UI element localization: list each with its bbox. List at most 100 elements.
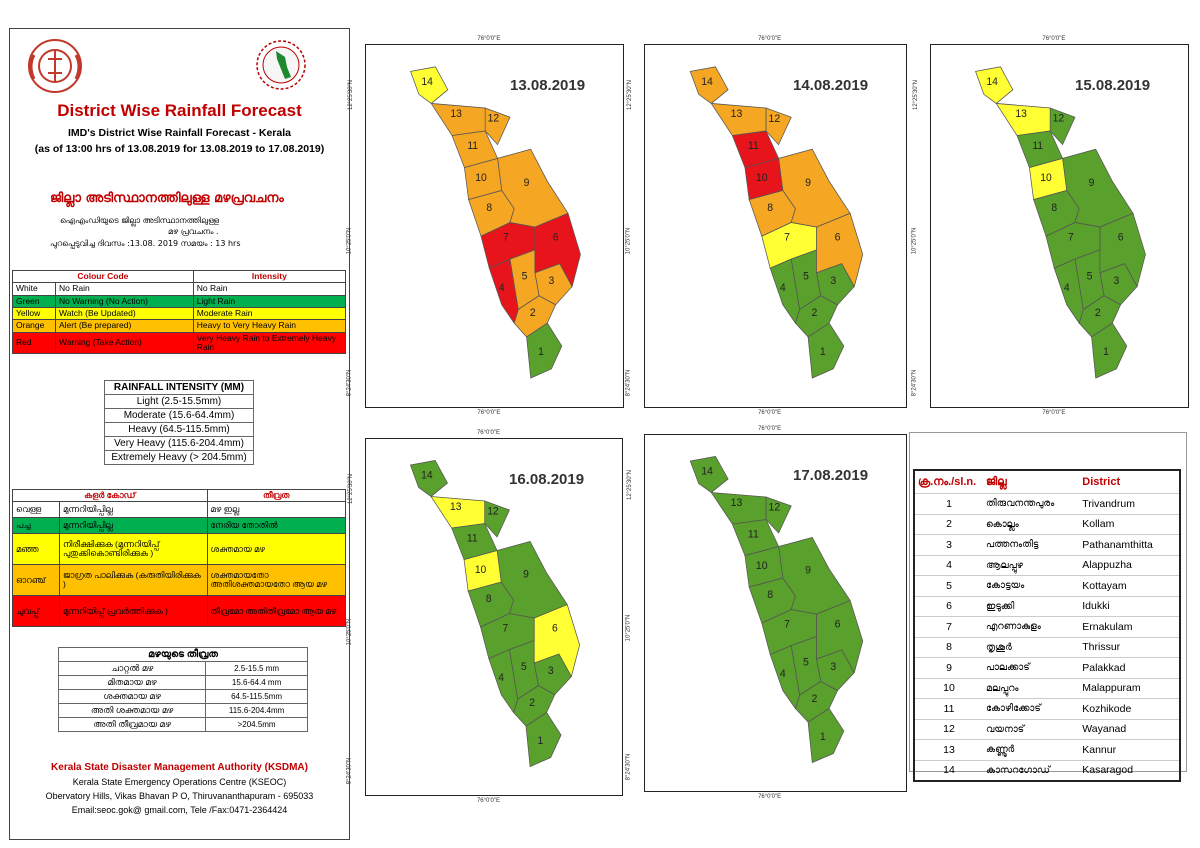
district-6-region xyxy=(1099,212,1146,288)
ml-colour-code-row: വെള്ള മുന്നറിയിപ്പില്ല മഴ ഇല്ല xyxy=(12,501,347,519)
forecast-map-4: 16.08.2019 76°0'0"E 76°0'0"E 12°25'30"N 10°2… xyxy=(346,430,623,804)
footer-org: Kerala State Disaster Management Authori… xyxy=(51,762,308,773)
district-number-label: 6 xyxy=(553,231,559,244)
lat-label-top: 12°25'30"N xyxy=(627,469,634,500)
district-ml: എറണാകുളം xyxy=(983,616,1080,638)
district-row: 12 വയനാട് Wayanad xyxy=(914,719,1180,740)
district-number-label: 14 xyxy=(701,465,713,477)
district-en: Trivandrum xyxy=(1079,493,1180,515)
district-number-label: 9 xyxy=(805,176,811,188)
district-no: 4 xyxy=(914,555,983,576)
district-number-label: 3 xyxy=(830,661,836,673)
rainfall-intensity-row: Light (2.5-15.5mm) xyxy=(104,394,254,409)
ml-colour-intensity: ശക്തമായതോ അതിശക്തമായതോ ആയ മഴ xyxy=(206,564,347,597)
district-number-label: 10 xyxy=(756,560,768,572)
rainfall-intensity-row: Very Heavy (115.6-204.4mm) xyxy=(104,436,254,451)
district-number-label: 5 xyxy=(1087,270,1093,283)
district-number-label: 9 xyxy=(524,176,530,189)
district-row: 5 കോട്ടയം Kottayam xyxy=(914,575,1180,597)
district-header-ml: ജില്ല xyxy=(983,470,1080,494)
lon-label-bottom: 76°0'0"E xyxy=(477,410,501,416)
district-en: Alappuzha xyxy=(1079,555,1180,576)
district-ml: കണ്ണൂർ xyxy=(983,739,1080,761)
lat-label-top: 12°25'30"N xyxy=(627,80,634,111)
district-number-label: 7 xyxy=(502,622,508,635)
lon-label-top: 76°0'0"E xyxy=(477,36,501,42)
forecast-map-3: 15.08.2019 76°0'0"E 76°0'0"E 12°25'30"N 10°2… xyxy=(911,36,1189,416)
lon-label-top: 76°0'0"E xyxy=(476,430,500,436)
footer-contact: Email:seoc.gok@ gmail.com, Tele /Fax:047… xyxy=(71,805,288,815)
district-en: Kasaragod xyxy=(1079,760,1180,782)
lon-label-top: 76°0'0"E xyxy=(758,36,782,42)
ml-colour-action: മുന്നറിയിപ്പില്ല xyxy=(59,501,208,519)
ml-colour-action: മുന്നറിയിപ്പില്ല xyxy=(59,517,208,535)
district-14-region xyxy=(689,66,729,104)
colour-code-row: White No Rain No Rain xyxy=(12,282,347,296)
district-number-label: 8 xyxy=(1051,202,1057,215)
district-number-label: 7 xyxy=(784,618,790,630)
district-number-label: 13 xyxy=(450,108,462,121)
ml-colour-intensity: ശക്തമായ മഴ xyxy=(206,533,347,566)
district-ml: വയനാട് xyxy=(983,719,1080,740)
district-14-region xyxy=(409,460,449,497)
ml-intensity-range: 115.6-204.4mm xyxy=(205,703,308,718)
district-number-label: 2 xyxy=(1095,307,1101,320)
ml-intensity-row: ശക്തമായ മഴ 64.5-115.5mm xyxy=(57,689,308,704)
ml-colour-action: നിരീക്ഷിക്കുക (മുന്നറിയിപ്പ് പുതുക്കികൊണ… xyxy=(59,533,208,566)
district-en: Palakkad xyxy=(1079,657,1180,679)
lat-label-top: 12°25'30"N xyxy=(348,80,355,111)
district-number-label: 1 xyxy=(820,731,826,743)
ml-intensity-row: അതി ശക്തമായ മഴ 115.6-204.4mm xyxy=(57,703,308,718)
district-ml: കോട്ടയം xyxy=(983,575,1080,597)
district-ml: ഇടുക്കി xyxy=(983,596,1080,617)
ml-colour-intensity: നേരിയ തോതിൽ xyxy=(206,517,347,535)
district-number-label: 10 xyxy=(475,172,487,185)
ml-intensity-label: ചാറ്റൽ മഴ xyxy=(57,661,207,676)
lat-label-bot: 8°24'30"N xyxy=(911,369,918,397)
ml-colour-action: മുന്നറിയിപ്പ് പ്രവർത്തിക്കുക ) xyxy=(59,595,208,628)
district-number-label: 1 xyxy=(820,346,826,358)
district-ml: പത്തനംതിട്ട xyxy=(983,534,1080,556)
district-number-label: 6 xyxy=(835,231,841,243)
district-table: ക്ര.നം./sl.n. ജില്ല District 1 തിരുവനന്തപ… xyxy=(913,469,1181,782)
district-number-label: 4 xyxy=(780,282,786,294)
page-title: District Wise Rainfall Forecast xyxy=(57,101,302,120)
ml-colour-code-header: കളർ കോഡ് xyxy=(12,488,208,503)
colour-name: White xyxy=(12,282,56,296)
district-number-label: 8 xyxy=(767,589,773,601)
district-13-region xyxy=(430,102,486,136)
district-13-region xyxy=(710,492,767,525)
district-ml: കൊല്ലം xyxy=(983,514,1080,535)
district-6-region xyxy=(533,603,581,678)
ml-colour-code-table: കളർ കോഡ് തീവ്രത വെള്ള മുന്നറിയിപ്പില്ല മഴ … xyxy=(12,488,347,628)
district-13-region xyxy=(995,102,1051,136)
district-number-label: 6 xyxy=(552,622,558,635)
district-number-label: 3 xyxy=(549,275,555,288)
district-14-region xyxy=(410,66,449,104)
district-number-label: 4 xyxy=(499,282,505,295)
forecast-map-2: 14.08.2019 76°0'0"E 76°0'0"E 12°25'30"N 10°2… xyxy=(625,36,907,416)
rainfall-intensity-row: Moderate (15.6-64.4mm) xyxy=(104,408,254,423)
district-number-label: 11 xyxy=(748,528,759,540)
district-ml: മലപ്പുറം xyxy=(983,678,1080,699)
ml-colour-name: ചുവപ്പ് xyxy=(12,595,60,628)
district-row: 10 മലപ്പുറം Malappuram xyxy=(914,678,1180,699)
district-number-label: 14 xyxy=(701,76,713,88)
district-ml: ആലപ്പുഴ xyxy=(983,555,1080,576)
issued-line: (as of 13:00 hrs of 13.08.2019 for 13.08… xyxy=(34,143,325,155)
district-number-label: 6 xyxy=(1118,231,1124,244)
district-number-label: 12 xyxy=(769,501,781,513)
ml-colour-code-row: ഓറഞ്ച് ജാഗ്രത പാലിക്കുക (കരുതിയിരിക്കുക )… xyxy=(12,564,347,597)
forecast-date: 14.08.2019 xyxy=(793,77,869,94)
district-number-label: 1 xyxy=(1103,346,1109,359)
subtitle: IMD's District Wise Rainfall Forecast - … xyxy=(68,127,291,139)
rainfall-intensity-row: Heavy (64.5-115.5mm) xyxy=(104,422,254,437)
footer-centre: Kerala State Emergency Operations Centre… xyxy=(72,777,287,787)
district-no: 2 xyxy=(914,514,983,535)
district-number-label: 11 xyxy=(467,140,478,153)
district-number-label: 5 xyxy=(522,270,528,283)
ml-intensity-range: 15.6-64.4 mm xyxy=(205,675,308,690)
district-number-label: 3 xyxy=(830,275,836,287)
district-en: Thrissur xyxy=(1079,637,1180,658)
